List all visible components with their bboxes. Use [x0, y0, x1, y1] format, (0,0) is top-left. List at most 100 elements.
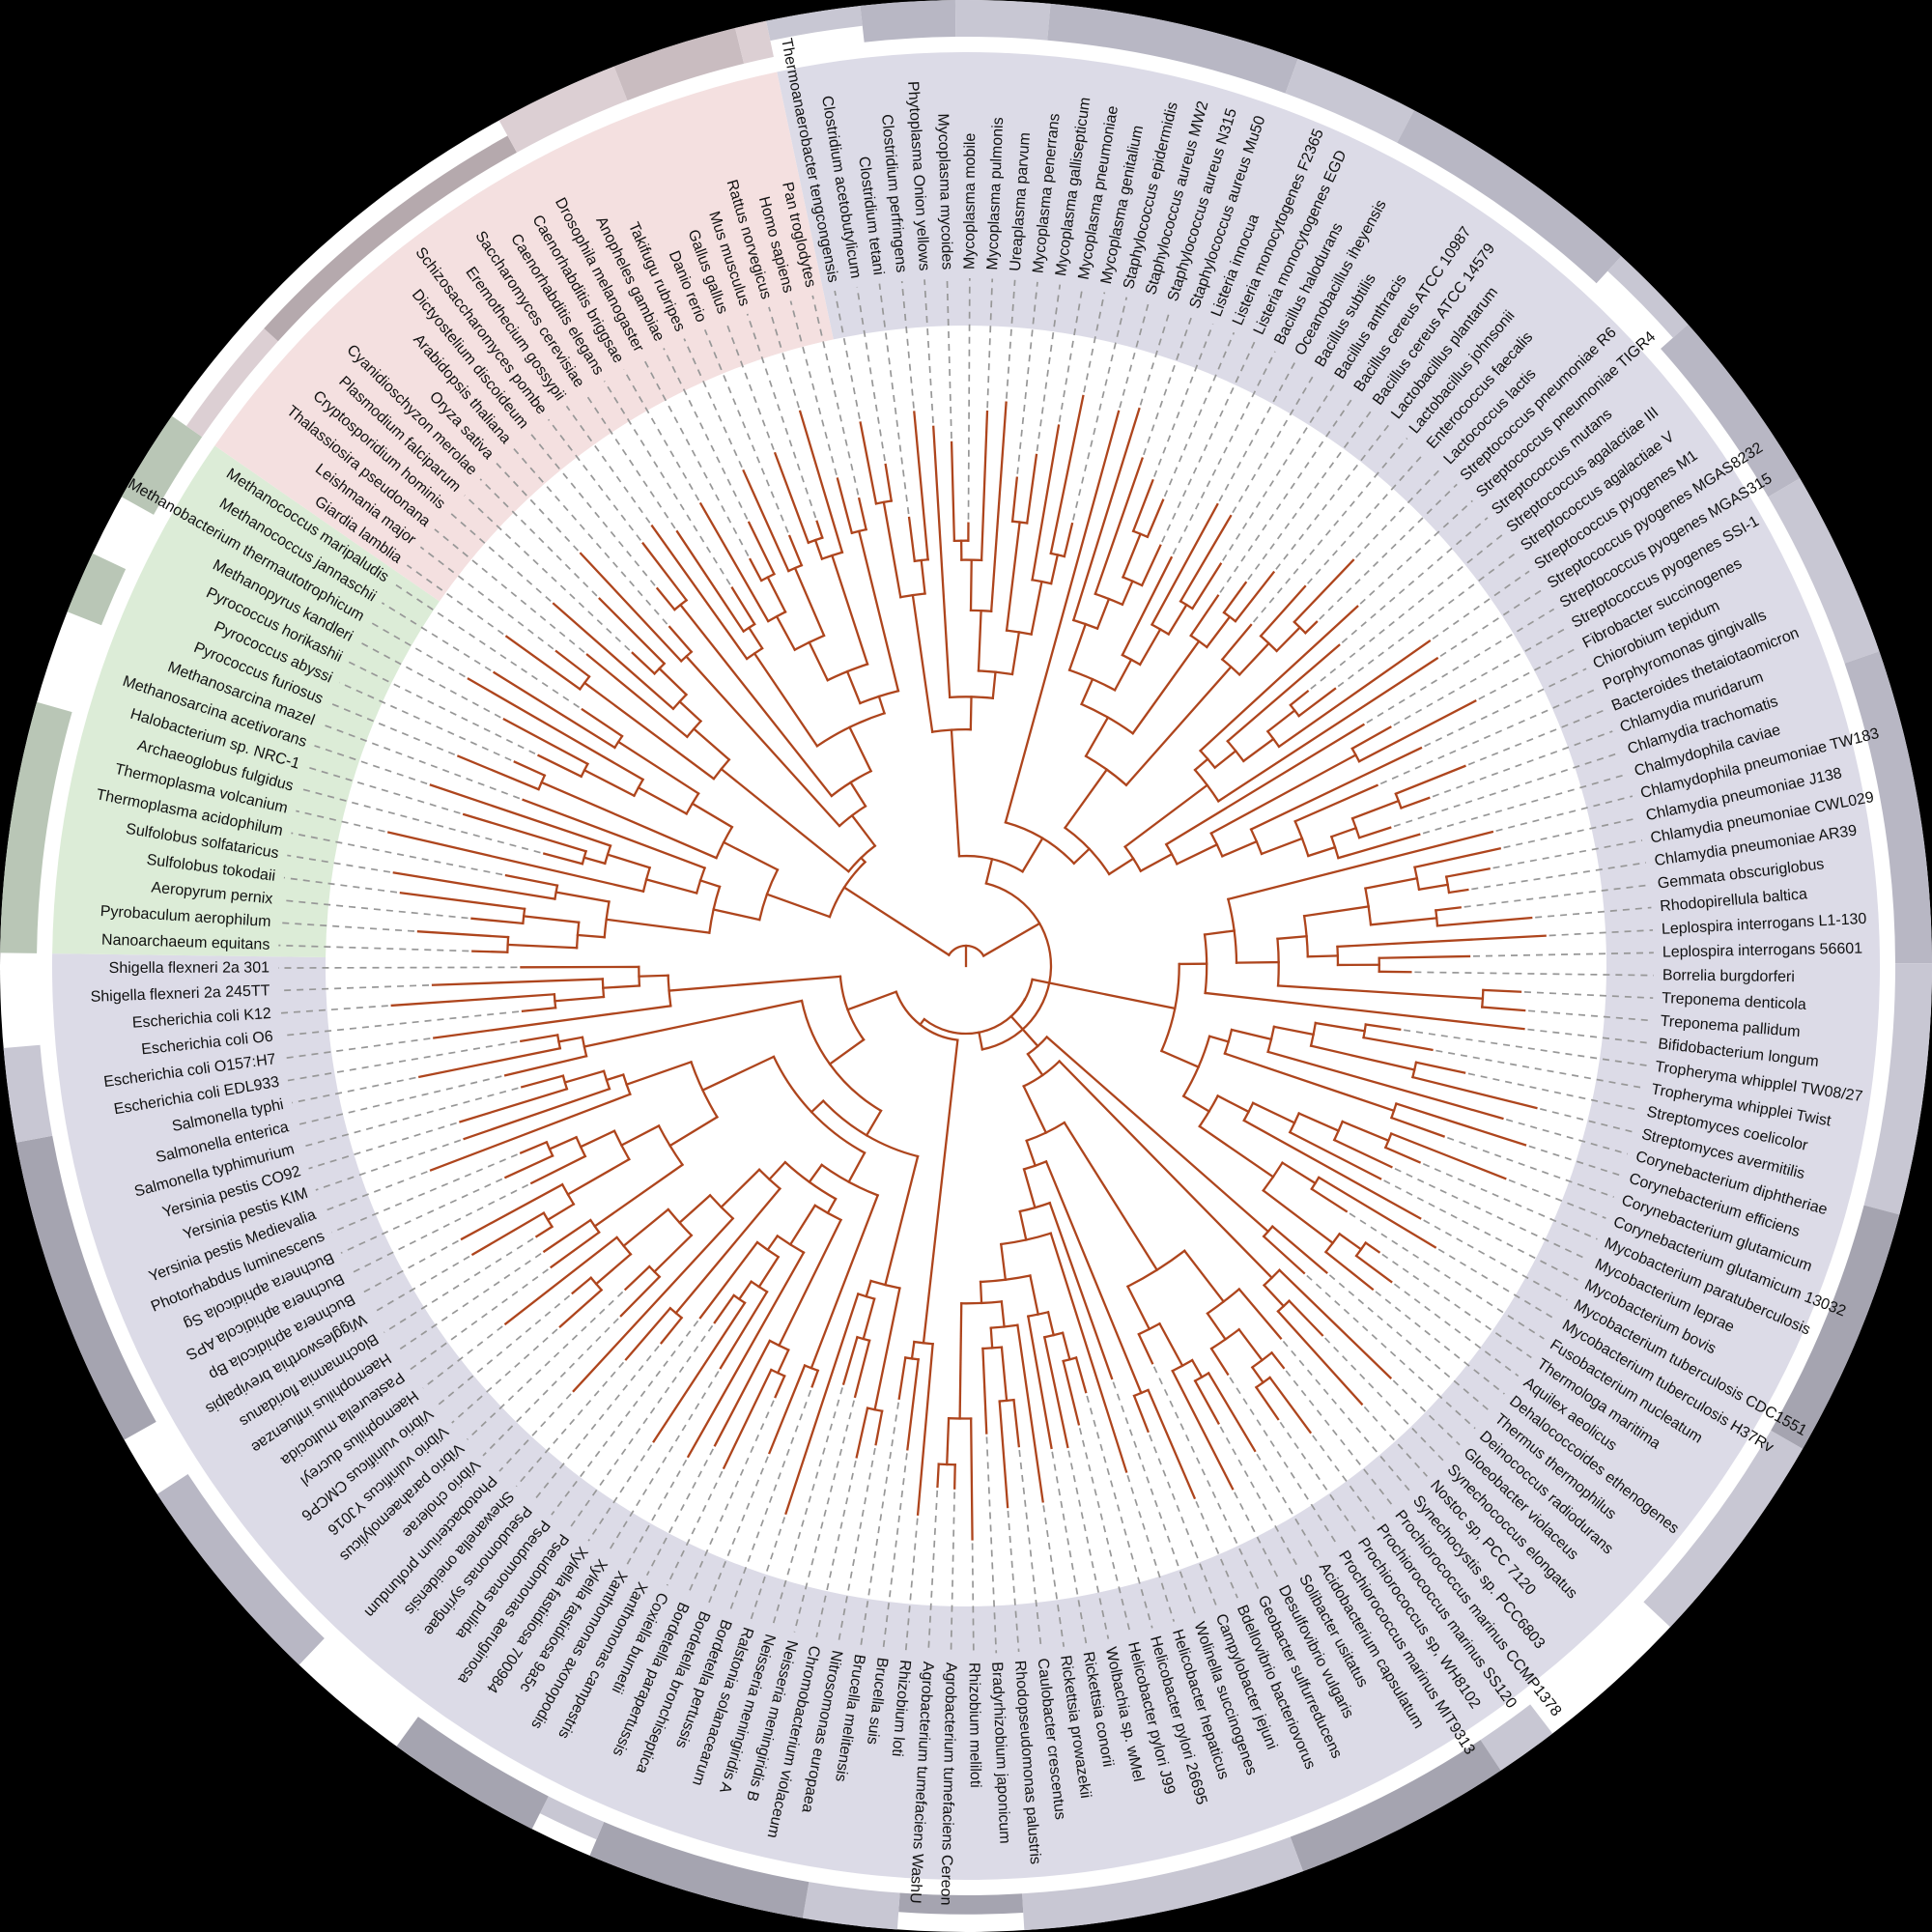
tree-branch — [826, 1197, 838, 1215]
leaf-connector-line — [622, 369, 700, 501]
tree-branch — [906, 1358, 920, 1451]
tree-branch — [753, 651, 819, 748]
tree-branch — [1389, 1132, 1507, 1180]
tree-branch — [698, 1240, 759, 1320]
tree-branch — [691, 802, 734, 829]
tree-branch — [747, 521, 776, 576]
tree-branch — [601, 978, 606, 999]
leaf-connector-line — [1506, 1119, 1629, 1155]
tree-branch — [1288, 1130, 1382, 1180]
tree-branch — [1242, 1119, 1422, 1220]
tree-branch — [1026, 1315, 1053, 1450]
leaf-connector-line — [1234, 1492, 1280, 1579]
tree-branch — [1010, 476, 1019, 523]
tree-branch — [730, 586, 756, 626]
tree-branch — [503, 1153, 554, 1179]
leaf-connector-line — [1219, 396, 1354, 593]
leaf-connectors — [277, 278, 1654, 1654]
leaf-connector-line — [1548, 929, 1654, 937]
tree-branch — [582, 999, 804, 1048]
tree-branch — [492, 670, 617, 750]
leaf-connector-line — [1119, 302, 1150, 409]
tree-branch — [433, 1005, 672, 1039]
tree-branch — [838, 975, 866, 1041]
leaf-connector-line — [409, 1268, 549, 1371]
leaf-connector-line — [1394, 1167, 1589, 1261]
tree-branch — [698, 878, 722, 889]
species-label: Borrelia burgdorferi — [1662, 967, 1795, 985]
tree-branch — [1181, 1094, 1211, 1114]
leaf-connector-line — [287, 1040, 518, 1082]
leaf-connector-line — [322, 724, 521, 800]
tree-branch — [857, 497, 868, 531]
leaf-connector-line — [1359, 499, 1473, 605]
leaf-connector-line — [307, 766, 461, 814]
tree-branch — [1205, 614, 1232, 649]
tree-branch — [637, 785, 689, 815]
leaf-connector-line — [607, 1371, 720, 1554]
tree-branch — [1042, 1335, 1069, 1449]
tree-branch — [1369, 917, 1438, 926]
tree-branch — [622, 1208, 670, 1248]
outer-ring-segment — [1480, 1704, 1553, 1771]
tree-branch — [977, 609, 982, 672]
tree-branch — [713, 1339, 772, 1447]
tree-branch — [582, 768, 637, 798]
tree-branch — [1132, 1394, 1150, 1434]
tree-branch — [1317, 1176, 1437, 1249]
leaf-connector-line — [565, 405, 651, 524]
leaf-connector-line — [279, 1005, 388, 1014]
tree-branch — [813, 538, 824, 561]
tree-branch — [605, 1073, 625, 1082]
tree-branch — [1190, 562, 1223, 611]
leaf-connector-line — [838, 1447, 876, 1642]
tree-branch — [1062, 1359, 1081, 1426]
tree-branch — [913, 558, 929, 563]
tree-branch — [392, 871, 556, 900]
tree-branch — [1272, 1025, 1316, 1037]
tree-branch — [659, 1316, 684, 1345]
leaf-connector-line — [1393, 627, 1566, 726]
tree-branch — [846, 990, 898, 1011]
tree-branch — [793, 566, 826, 638]
tree-branch — [1095, 597, 1111, 631]
tree-branch — [1383, 1146, 1422, 1164]
tree-branch — [678, 603, 834, 798]
leaf-connector-line — [683, 338, 743, 469]
leaf-connector-line — [584, 392, 676, 529]
leaf-connector-line — [1392, 1379, 1461, 1446]
tree-branch — [594, 1252, 633, 1286]
outer-ring-segment — [589, 1822, 810, 1918]
tree-branch — [1058, 1059, 1274, 1280]
tree-branch — [757, 1255, 781, 1289]
leaf-connector-line — [1349, 1212, 1545, 1340]
tree-branch — [470, 1211, 546, 1257]
tree-branch — [1394, 764, 1466, 796]
tree-branch — [668, 625, 694, 654]
leaf-connector-line — [381, 602, 492, 671]
tree-branch — [800, 999, 883, 1113]
tree-branch — [1123, 783, 1209, 849]
leaf-connector-line — [551, 1320, 699, 1516]
tree-branch — [999, 1242, 1008, 1282]
leaf-connector-line — [1366, 608, 1555, 724]
leaf-connector-line — [603, 380, 731, 585]
tree-branch — [462, 812, 588, 853]
tree-branch — [957, 854, 1025, 873]
tree-branch — [766, 576, 787, 613]
tree-branch — [1094, 457, 1144, 596]
tree-branch — [1269, 1350, 1286, 1370]
tree-branch — [1289, 689, 1310, 707]
tree-branch — [847, 1151, 867, 1184]
leaf-connector-line — [1414, 971, 1654, 977]
tree-branch — [1435, 906, 1463, 912]
tree-branch — [911, 593, 934, 733]
tree-branch — [1044, 1159, 1143, 1395]
tree-branch — [1223, 1052, 1396, 1113]
tree-branch — [1276, 984, 1485, 1000]
tree-branch — [1009, 978, 1034, 1018]
tree-branch — [1072, 847, 1092, 866]
tree-branch — [821, 1098, 920, 1158]
tree-branch — [1249, 746, 1423, 832]
leaf-connector-line — [1275, 423, 1391, 570]
